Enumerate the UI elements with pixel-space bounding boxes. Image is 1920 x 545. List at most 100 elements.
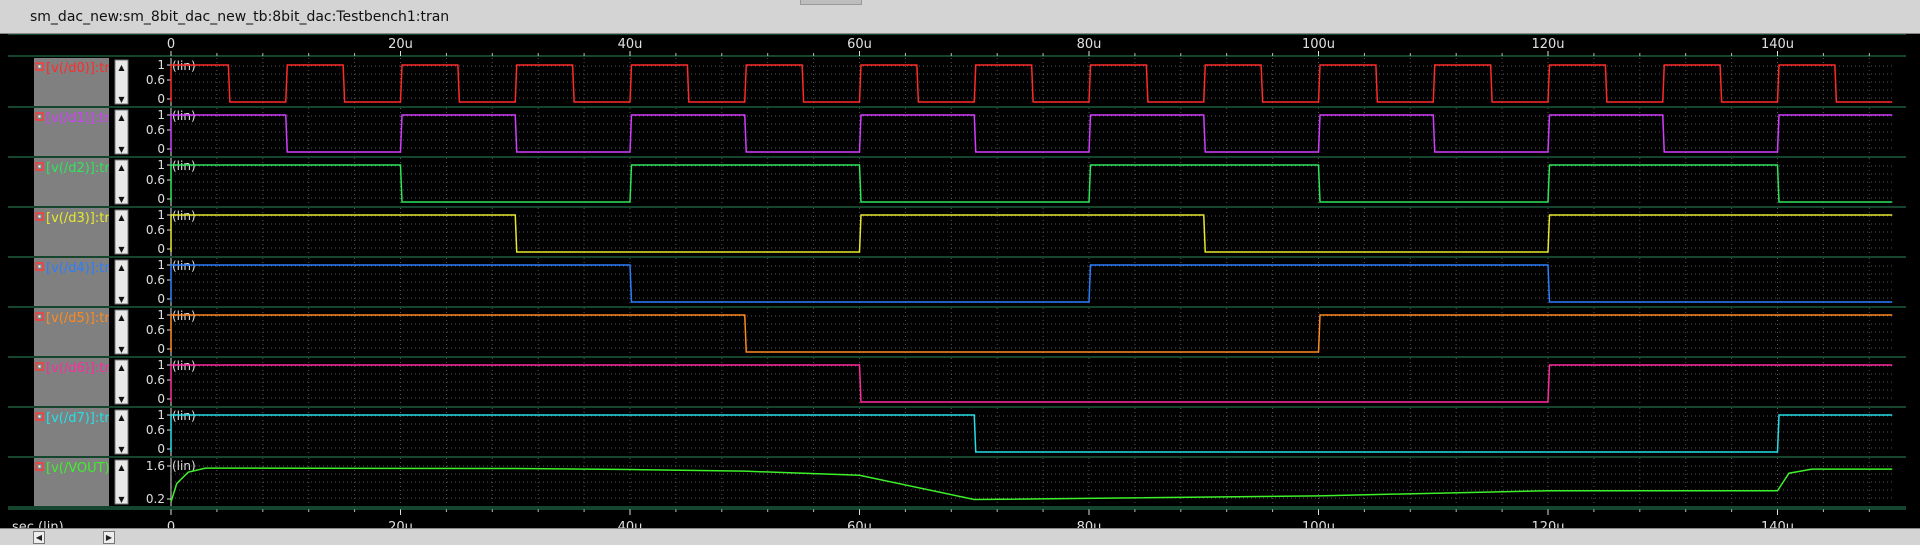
scroll-up-icon[interactable]: ▲ — [118, 463, 125, 472]
y-tick-label: 0 — [157, 192, 165, 206]
trace-row-5: [v(/d4)]:tran▲▼10.60(lin) — [8, 258, 1906, 308]
y-tick-label: 1.6 — [146, 459, 165, 473]
label-gutter — [8, 158, 34, 206]
trace-row-6: [v(/d5)]:tran▲▼10.60(lin) — [8, 308, 1906, 358]
trace-marker-dot — [38, 65, 41, 68]
row-scrollbar[interactable] — [114, 209, 129, 255]
scroll-up-icon[interactable]: ▲ — [118, 263, 125, 272]
scroll-up-icon[interactable]: ▲ — [118, 113, 125, 122]
label-panel — [34, 308, 109, 356]
v-grid — [216, 358, 1870, 406]
horizontal-scrollbar[interactable]: ◀ ▶ — [0, 528, 1920, 545]
label-gutter — [8, 408, 34, 456]
trace-marker-icon[interactable] — [35, 262, 44, 271]
trace-label[interactable]: [v(/d5)]:tran — [46, 311, 126, 326]
scroll-down-icon[interactable]: ▼ — [118, 245, 125, 254]
waveform-8 — [170, 414, 1893, 453]
scroll-down-icon[interactable]: ▼ — [118, 395, 125, 404]
trace-row-3: [v(/d2)]:tran▲▼10.60(lin) — [8, 158, 1906, 208]
trace-row-1: [v(/d0)]:tran▲▼10.60(lin) — [8, 58, 1906, 108]
trace-rows: [v(/d0)]:tran▲▼10.60(lin)[v(/d1)]:tran▲▼… — [8, 58, 1906, 508]
trace-label[interactable]: [v(/d3)]:tran — [46, 211, 126, 226]
trace-marker-icon[interactable] — [35, 162, 44, 171]
trace-marker-icon[interactable] — [35, 362, 44, 371]
scroll-down-icon[interactable]: ▼ — [118, 445, 125, 454]
label-panel — [34, 208, 109, 256]
waveform-viewer[interactable]: 0 20u 40u 60u 80u 100u 120u 140u [v(/d0)]:tran▲… — [0, 34, 1920, 545]
row-scrollbar[interactable] — [114, 109, 129, 155]
waveform-5 — [170, 264, 1893, 303]
trace-marker-dot — [38, 265, 41, 268]
y-tick-label: 1 — [157, 158, 165, 172]
y-tick-label: 0 — [157, 342, 165, 356]
v-grid — [216, 258, 1870, 306]
trace-label[interactable]: [v(/VOUT)]:tran — [46, 461, 146, 476]
trace-marker-icon[interactable] — [35, 312, 44, 321]
scroll-down-icon[interactable]: ▼ — [118, 95, 125, 104]
trace-marker-icon[interactable] — [35, 412, 44, 421]
row-scrollbar[interactable] — [114, 359, 129, 405]
trace-marker-icon[interactable] — [35, 212, 44, 221]
window-title-bar: sm_dac_new:sm_8bit_dac_new_tb:8bit_dac:T… — [0, 0, 1920, 34]
trace-label[interactable]: [v(/d7)]:tran — [46, 411, 126, 426]
scroll-up-icon[interactable]: ▲ — [118, 413, 125, 422]
trace-label[interactable]: [v(/d2)]:tran — [46, 161, 126, 176]
h-grid — [171, 115, 1892, 149]
row-scrollbar[interactable] — [114, 59, 129, 105]
row-scrollbar[interactable] — [114, 309, 129, 355]
scroll-right-icon[interactable]: ▶ — [103, 531, 115, 544]
label-gutter — [8, 358, 34, 406]
y-tick-label: 1 — [157, 408, 165, 422]
trace-row-2: [v(/d1)]:tran▲▼10.60(lin) — [8, 108, 1906, 158]
scroll-down-icon[interactable]: ▼ — [118, 495, 125, 504]
top-tick-label: 140u — [1761, 37, 1794, 52]
trace-row-9: [v(/VOUT)]:tran▲▼1.60.2(lin) — [8, 458, 1906, 508]
scroll-down-icon[interactable]: ▼ — [118, 345, 125, 354]
scroll-up-icon[interactable]: ▲ — [118, 363, 125, 372]
scroll-down-icon[interactable]: ▼ — [118, 295, 125, 304]
trace-marker-icon[interactable] — [35, 62, 44, 71]
label-panel — [34, 108, 109, 156]
scroll-up-icon[interactable]: ▲ — [118, 163, 125, 172]
y-tick-label: 0 — [157, 442, 165, 456]
label-gutter — [8, 458, 34, 506]
trace-marker-dot — [38, 465, 41, 468]
row-scrollbar[interactable] — [114, 459, 129, 505]
scroll-up-icon[interactable]: ▲ — [118, 313, 125, 322]
label-gutter — [8, 258, 34, 306]
y-tick-label: 0.2 — [146, 492, 165, 506]
scroll-up-icon[interactable]: ▲ — [118, 63, 125, 72]
y-tick-label: 0 — [157, 242, 165, 256]
scroll-down-icon[interactable]: ▼ — [118, 195, 125, 204]
y-tick-label: 1 — [157, 208, 165, 222]
scroll-down-icon[interactable]: ▼ — [118, 145, 125, 154]
v-grid — [216, 208, 1870, 256]
top-tick-label: 60u — [847, 37, 872, 52]
h-grid — [171, 365, 1892, 399]
v-grid — [216, 308, 1870, 356]
trace-label[interactable]: [v(/d1)]:tran — [46, 111, 126, 126]
scroll-left-icon[interactable]: ◀ — [33, 531, 45, 544]
bottom-tick-label: 0 — [167, 520, 175, 535]
title-bar-tab[interactable] — [800, 0, 862, 5]
y-tick-label: 0.6 — [146, 273, 165, 287]
label-panel — [34, 458, 109, 506]
scroll-up-icon[interactable]: ▲ — [118, 213, 125, 222]
trace-label[interactable]: [v(/d4)]:tran — [46, 261, 126, 276]
label-gutter — [8, 208, 34, 256]
trace-marker-icon[interactable] — [35, 462, 44, 471]
y-tick-label: 0.6 — [146, 123, 165, 137]
trace-label[interactable]: [v(/d0)]:tran — [46, 61, 126, 76]
waveform-2 — [170, 114, 1893, 153]
v-grid — [216, 408, 1870, 456]
row-scrollbar[interactable] — [114, 409, 129, 455]
row-scrollbar[interactable] — [114, 159, 129, 205]
y-tick-label: 0 — [157, 92, 165, 106]
label-panel — [34, 408, 109, 456]
window-title: sm_dac_new:sm_8bit_dac_new_tb:8bit_dac:T… — [30, 9, 450, 25]
row-scrollbar[interactable] — [114, 259, 129, 305]
trace-marker-icon[interactable] — [35, 112, 44, 121]
y-tick-label: 1 — [157, 258, 165, 272]
v-grid — [216, 458, 1870, 506]
trace-label[interactable]: [v(/d6)]:tran — [46, 361, 126, 376]
